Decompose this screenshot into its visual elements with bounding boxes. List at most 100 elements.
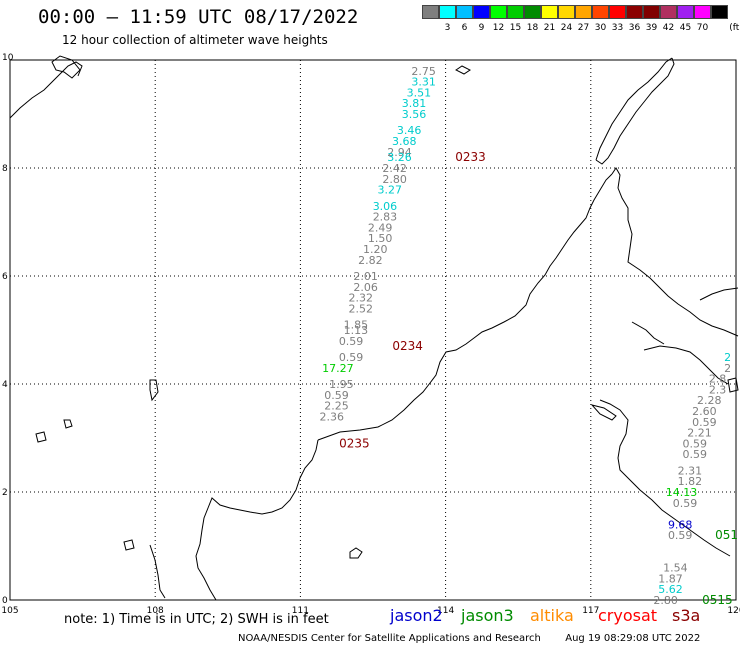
wave-height-value: 2.3 [709,383,727,396]
wave-height-value: 17.27 [322,362,354,375]
wave-height-value: 2.28 [697,394,722,407]
timestamp: Aug 19 08:29:08 UTC 2022 [565,633,701,644]
wave-height-value: 3.31 [411,76,436,89]
wave-height-value: 2.21 [687,427,712,440]
wave-height-value: 5.62 [658,583,683,596]
color-scale-label: 24 [560,23,573,33]
color-swatch [524,5,541,19]
color-scale-label: 6 [461,23,468,33]
longitude-label: 120 [727,606,740,616]
wave-height-value: 1.20 [363,243,388,256]
satellite-legend-item: altika [530,606,574,625]
map-title: 00:00 – 11:59 UTC 08/17/2022 [38,6,359,28]
longitude-label: 105 [1,606,18,616]
color-swatch [660,5,677,19]
color-scale-label: 36 [628,23,641,33]
pass-time-label: 0515 [702,593,733,607]
credit-line: NOAA/NESDIS Center for Satellite Applica… [238,633,700,644]
wave-height-value: 2 [724,362,731,375]
credit-text: NOAA/NESDIS Center for Satellite Applica… [238,633,541,644]
color-swatch [609,5,626,19]
longitude-label: 117 [582,606,599,616]
wave-height-value: 3.56 [402,108,427,121]
wave-height-value: 1.13 [344,324,369,337]
color-swatch [541,5,558,19]
wave-height-value: 2.25 [324,400,349,413]
wave-height-value: 2.42 [382,162,407,175]
wave-height-value: 2.01 [353,270,378,283]
latitude-label: 2 [2,488,8,498]
color-scale-label: 45 [679,23,692,33]
pass-time-label: 0234 [392,339,423,353]
longitude-label: 108 [147,606,164,616]
latitude-label: 10 [2,53,14,63]
map-subtitle: 12 hour collection of altimeter wave hei… [62,33,328,47]
wave-height-value: 14.13 [666,486,698,499]
satellite-legend-item: jason2 [390,606,443,625]
color-swatch [592,5,609,19]
latitude-label: 4 [2,380,8,390]
wave-height-value: 1.87 [658,572,683,585]
color-scale-label: 15 [509,23,522,33]
color-scale-label: 30 [594,23,607,33]
color-scale-label: 42 [662,23,675,33]
wave-height-value: 2.49 [368,221,393,234]
latitude-label: 6 [2,272,8,282]
color-swatch [507,5,524,19]
pass-time-label: 0235 [339,436,370,450]
map-frame [9,59,737,601]
coastlines [9,55,739,601]
wave-height-value: 0.59 [324,389,349,402]
wave-height-value: 0.59 [673,497,698,510]
pass-time-label: 051 [715,528,738,542]
wave-height-value: 2.32 [349,292,374,305]
color-swatch [677,5,694,19]
longitude-label: 111 [292,606,309,616]
wave-height-value: 1.82 [678,475,703,488]
color-swatch [626,5,643,19]
wave-height-value: 0.59 [692,416,717,429]
color-scale-label: 3 [444,23,451,33]
wave-height-value: 1.95 [329,378,354,391]
wave-height-value: 2.80 [382,173,407,186]
color-scale-label: 12 [492,23,505,33]
color-swatch [575,5,592,19]
pass-time-label: 0233 [455,150,486,164]
wave-height-value: 3.06 [373,200,398,213]
color-swatch [643,5,660,19]
color-scale-label: 27 [577,23,590,33]
color-scale-label: 18 [526,23,539,33]
color-scale-label: 33 [611,23,624,33]
color-swatch [473,5,490,19]
graticule: 1051081111141171201086420 [1,53,740,616]
color-scale-unit: (ft) [729,23,740,33]
wave-height-value: 9.68 [668,518,693,531]
wave-height-value: 3.51 [407,86,432,99]
wave-height-value: 1.85 [344,319,369,332]
footnote: note: 1) Time is in UTC; 2) SWH is in fe… [64,612,329,627]
latitude-label: 0 [2,596,8,606]
color-scale-label: 70 [696,23,709,33]
wave-height-value: 0.59 [339,351,364,364]
wave-height-value: 2.83 [373,211,398,224]
wave-height-value: 2.80 [653,594,678,607]
wave-height-value: 2.8 [709,373,727,386]
satellite-legend-item: s3a [672,606,701,625]
satellite-legend-item: cryosat [598,606,658,625]
wave-height-value: 3.68 [392,135,417,148]
wave-height-value: 1.54 [663,562,688,575]
color-scale-label: 21 [543,23,556,33]
color-swatch [439,5,456,19]
wave-height-value: 2.94 [387,146,412,159]
wave-height-value: 3.81 [402,97,427,110]
pass-time-labels: 0233 0234 0235 051 0515 [339,150,738,607]
wave-height-value: 2.31 [678,464,703,477]
wave-height-value: 3.27 [378,184,403,197]
wave-height-value: 3.26 [387,151,412,164]
wave-height-value: 1.50 [368,232,393,245]
wave-height-value: 0.59 [682,448,707,461]
color-scale-label: 9 [478,23,485,33]
wave-height-value: 3.46 [397,124,422,137]
wave-height-value: 2.52 [349,302,374,315]
latitude-label: 8 [2,164,8,174]
